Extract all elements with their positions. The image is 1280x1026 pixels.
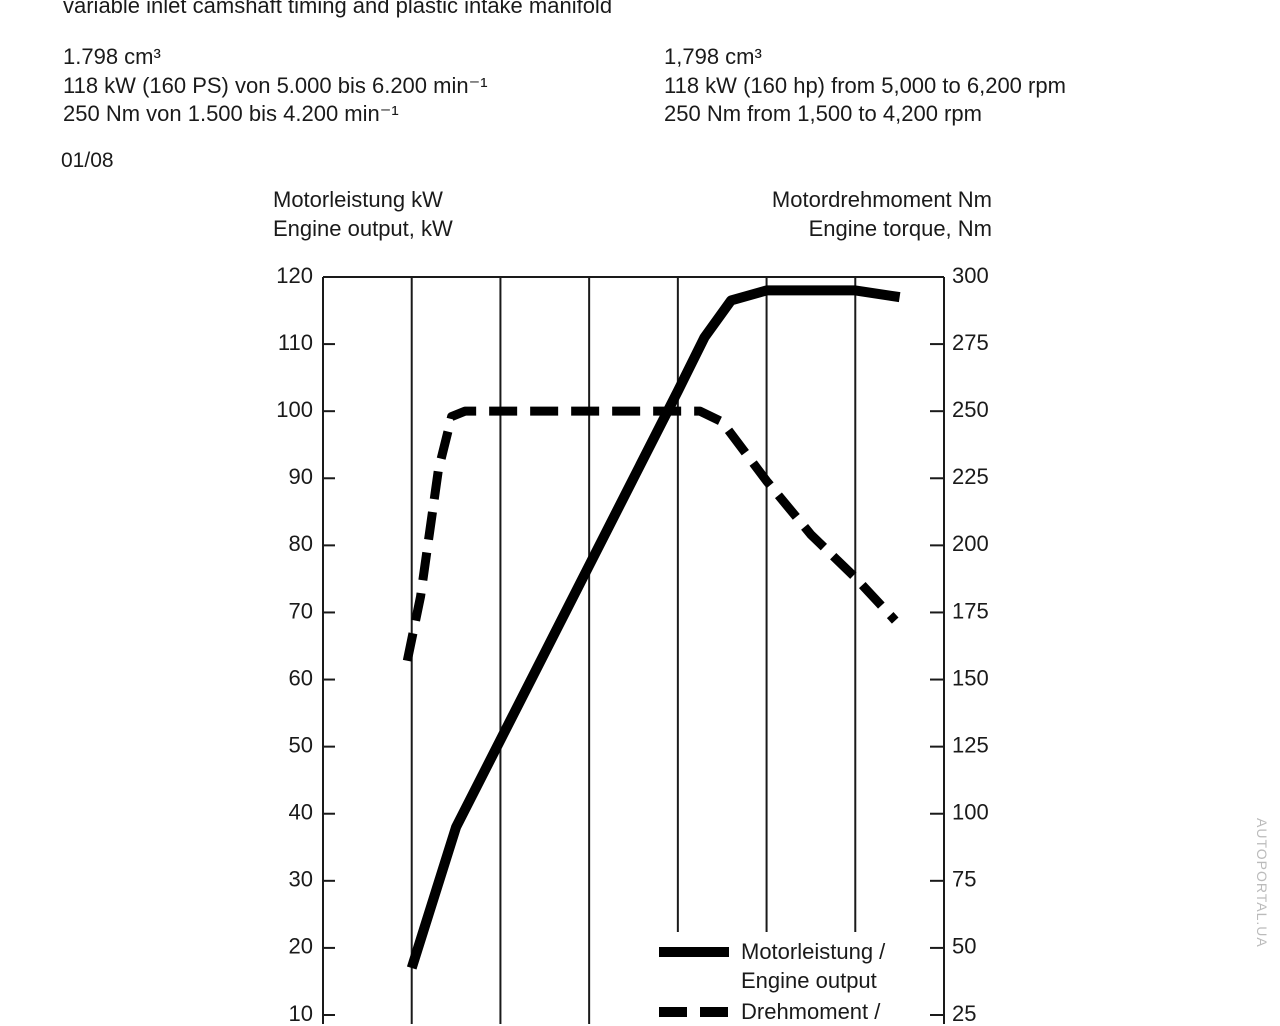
y-tick-label: 100 xyxy=(276,397,313,422)
y2-tick-label: 300 xyxy=(952,263,989,288)
y2-tick-label: 100 xyxy=(952,800,989,825)
y-tick-label: 40 xyxy=(289,800,313,825)
y2-axis-title: Engine torque, Nm xyxy=(808,216,992,241)
spec: 118 kW (160 hp) from 5,000 to 6,200 rpm xyxy=(664,73,1066,98)
y-tick-label: 120 xyxy=(276,263,313,288)
y2-axis-title: Motordrehmoment Nm xyxy=(771,187,992,212)
legend-label: Motorleistung / Engine output xyxy=(741,939,886,993)
spec: 1.798 cm³ xyxy=(63,44,161,69)
y-tick-label: 30 xyxy=(289,867,313,892)
y-tick-label: 10 xyxy=(289,1001,313,1024)
subtitle: variable inlet camshaft timing and plast… xyxy=(63,0,613,18)
y2-tick-label: 150 xyxy=(952,665,989,690)
y2-tick-label: 50 xyxy=(952,934,976,959)
y2-tick-label: 275 xyxy=(952,330,989,355)
spec: 250 Nm von 1.500 bis 4.200 min⁻¹ xyxy=(63,101,399,126)
y2-tick-label: 75 xyxy=(952,867,976,892)
y2-tick-label: 225 xyxy=(952,464,989,489)
series-line xyxy=(406,285,901,970)
y2-tick-label: 125 xyxy=(952,732,989,757)
y-tick-label: 110 xyxy=(278,330,313,355)
y-axis-title: Motorleistung kW xyxy=(273,187,443,212)
y-axis-title: Engine output, kW xyxy=(273,216,453,241)
y-tick-label: 90 xyxy=(289,464,313,489)
y-tick-label: 80 xyxy=(289,531,313,556)
spec: 1,798 cm³ xyxy=(664,44,762,69)
spec: 118 kW (160 PS) von 5.000 bis 6.200 min⁻… xyxy=(63,73,488,98)
y2-tick-label: 175 xyxy=(952,598,989,623)
y-tick-label: 60 xyxy=(289,665,313,690)
legend-label: Drehmoment / xyxy=(741,999,881,1024)
y-tick-label: 20 xyxy=(289,934,313,959)
spec: 250 Nm from 1,500 to 4,200 rpm xyxy=(664,101,982,126)
series-line xyxy=(402,406,899,662)
y2-tick-label: 25 xyxy=(952,1001,976,1024)
y-tick-label: 50 xyxy=(289,732,313,757)
date: 01/08 xyxy=(61,149,114,172)
y2-tick-label: 250 xyxy=(952,397,989,422)
y-tick-label: 70 xyxy=(289,598,313,623)
y2-tick-label: 200 xyxy=(952,531,989,556)
